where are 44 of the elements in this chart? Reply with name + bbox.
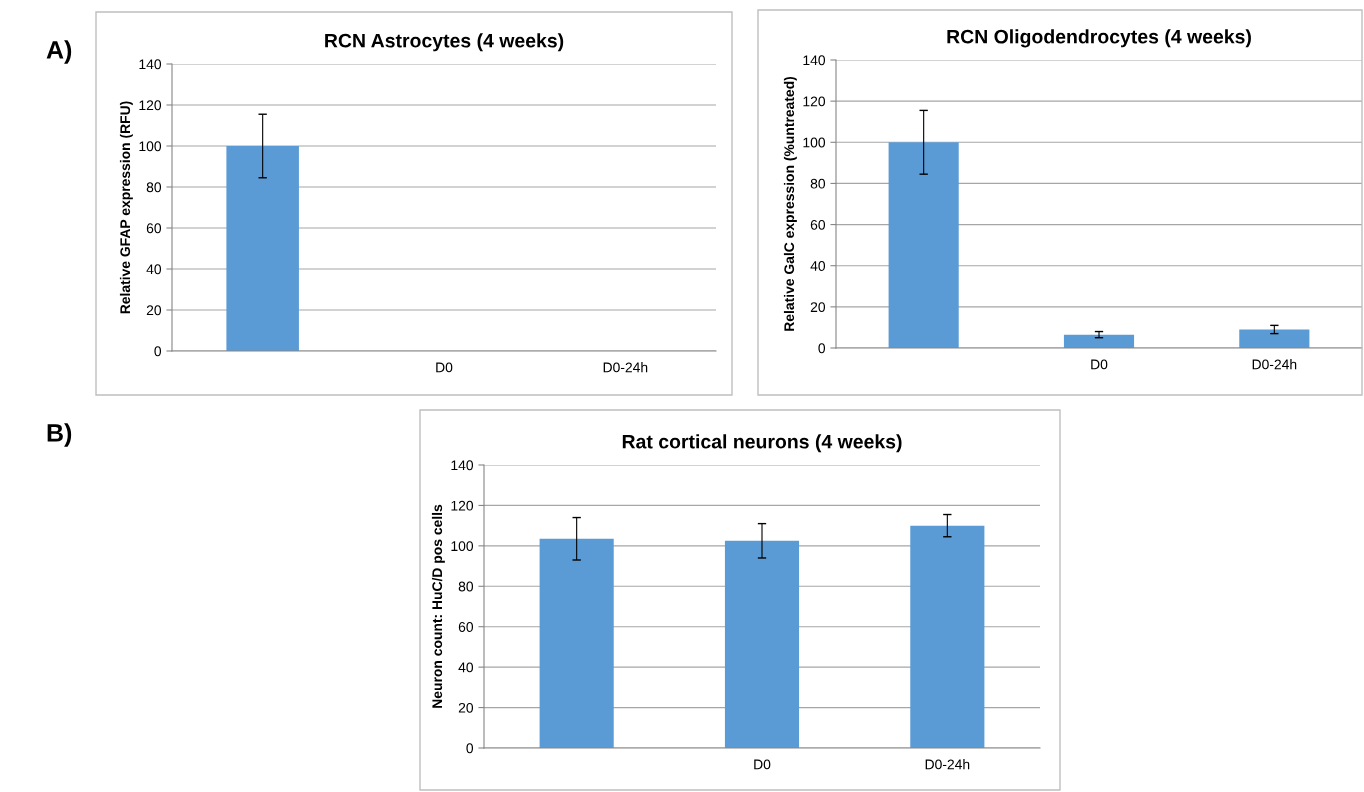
x-tick-label: D0	[436, 362, 453, 373]
y-tick-label: 80	[146, 182, 162, 193]
bar	[910, 525, 985, 748]
chart-title: Rat cortical neurons (4 weeks)	[622, 434, 902, 453]
x-tick-label: D0-24h	[1252, 359, 1297, 370]
y-tick-label: 80	[458, 581, 474, 592]
y-tick-label: 40	[810, 261, 826, 271]
y-tick-label: 40	[146, 264, 162, 275]
bar	[1063, 334, 1135, 348]
y-tick-label: 140	[451, 460, 474, 471]
y-tick-label: 0	[466, 743, 474, 754]
y-axis-title: Relative GFAP expression (RFU)	[119, 101, 133, 314]
y-tick-label: 40	[458, 662, 474, 673]
y-tick-label: 20	[810, 302, 826, 313]
y-tick-label: 140	[803, 55, 826, 66]
y-tick-label: 60	[810, 219, 826, 230]
y-tick-label: 80	[810, 178, 826, 189]
text: B)	[47, 423, 72, 447]
y-tick-label: 60	[458, 622, 474, 632]
y-axis-title: Neuron count: HuC/D pos cells	[431, 504, 445, 708]
y-tick-label: 20	[146, 305, 162, 316]
y-tick-label: 140	[139, 59, 162, 70]
bar	[1239, 329, 1310, 348]
bar	[724, 540, 800, 748]
x-tick-label: D0	[754, 759, 771, 770]
bar	[888, 142, 959, 348]
y-axis-title: Relative GalC expression (%untreated)	[783, 76, 797, 331]
x-tick-label: D0	[1091, 359, 1108, 370]
chart-title: RCN Astrocytes (4 weeks)	[325, 33, 564, 52]
y-tick-label: 120	[803, 96, 826, 107]
y-tick-label: 120	[139, 100, 162, 111]
x-tick-label: D0-24h	[925, 759, 970, 770]
y-tick-label: 0	[154, 346, 162, 357]
chart-title: RCN Oligodendrocytes (4 weeks)	[947, 29, 1251, 48]
x-tick-label: D0-24h	[603, 362, 648, 373]
y-tick-label: 120	[451, 500, 474, 511]
y-tick-label: 0	[818, 343, 826, 354]
y-tick-label: 100	[803, 137, 826, 148]
bar	[539, 538, 614, 748]
y-tick-label: 60	[146, 223, 162, 234]
y-tick-label: 100	[139, 141, 162, 152]
y-tick-label: 100	[451, 541, 474, 552]
y-tick-label: 20	[458, 702, 474, 713]
text: A)	[46, 40, 72, 64]
